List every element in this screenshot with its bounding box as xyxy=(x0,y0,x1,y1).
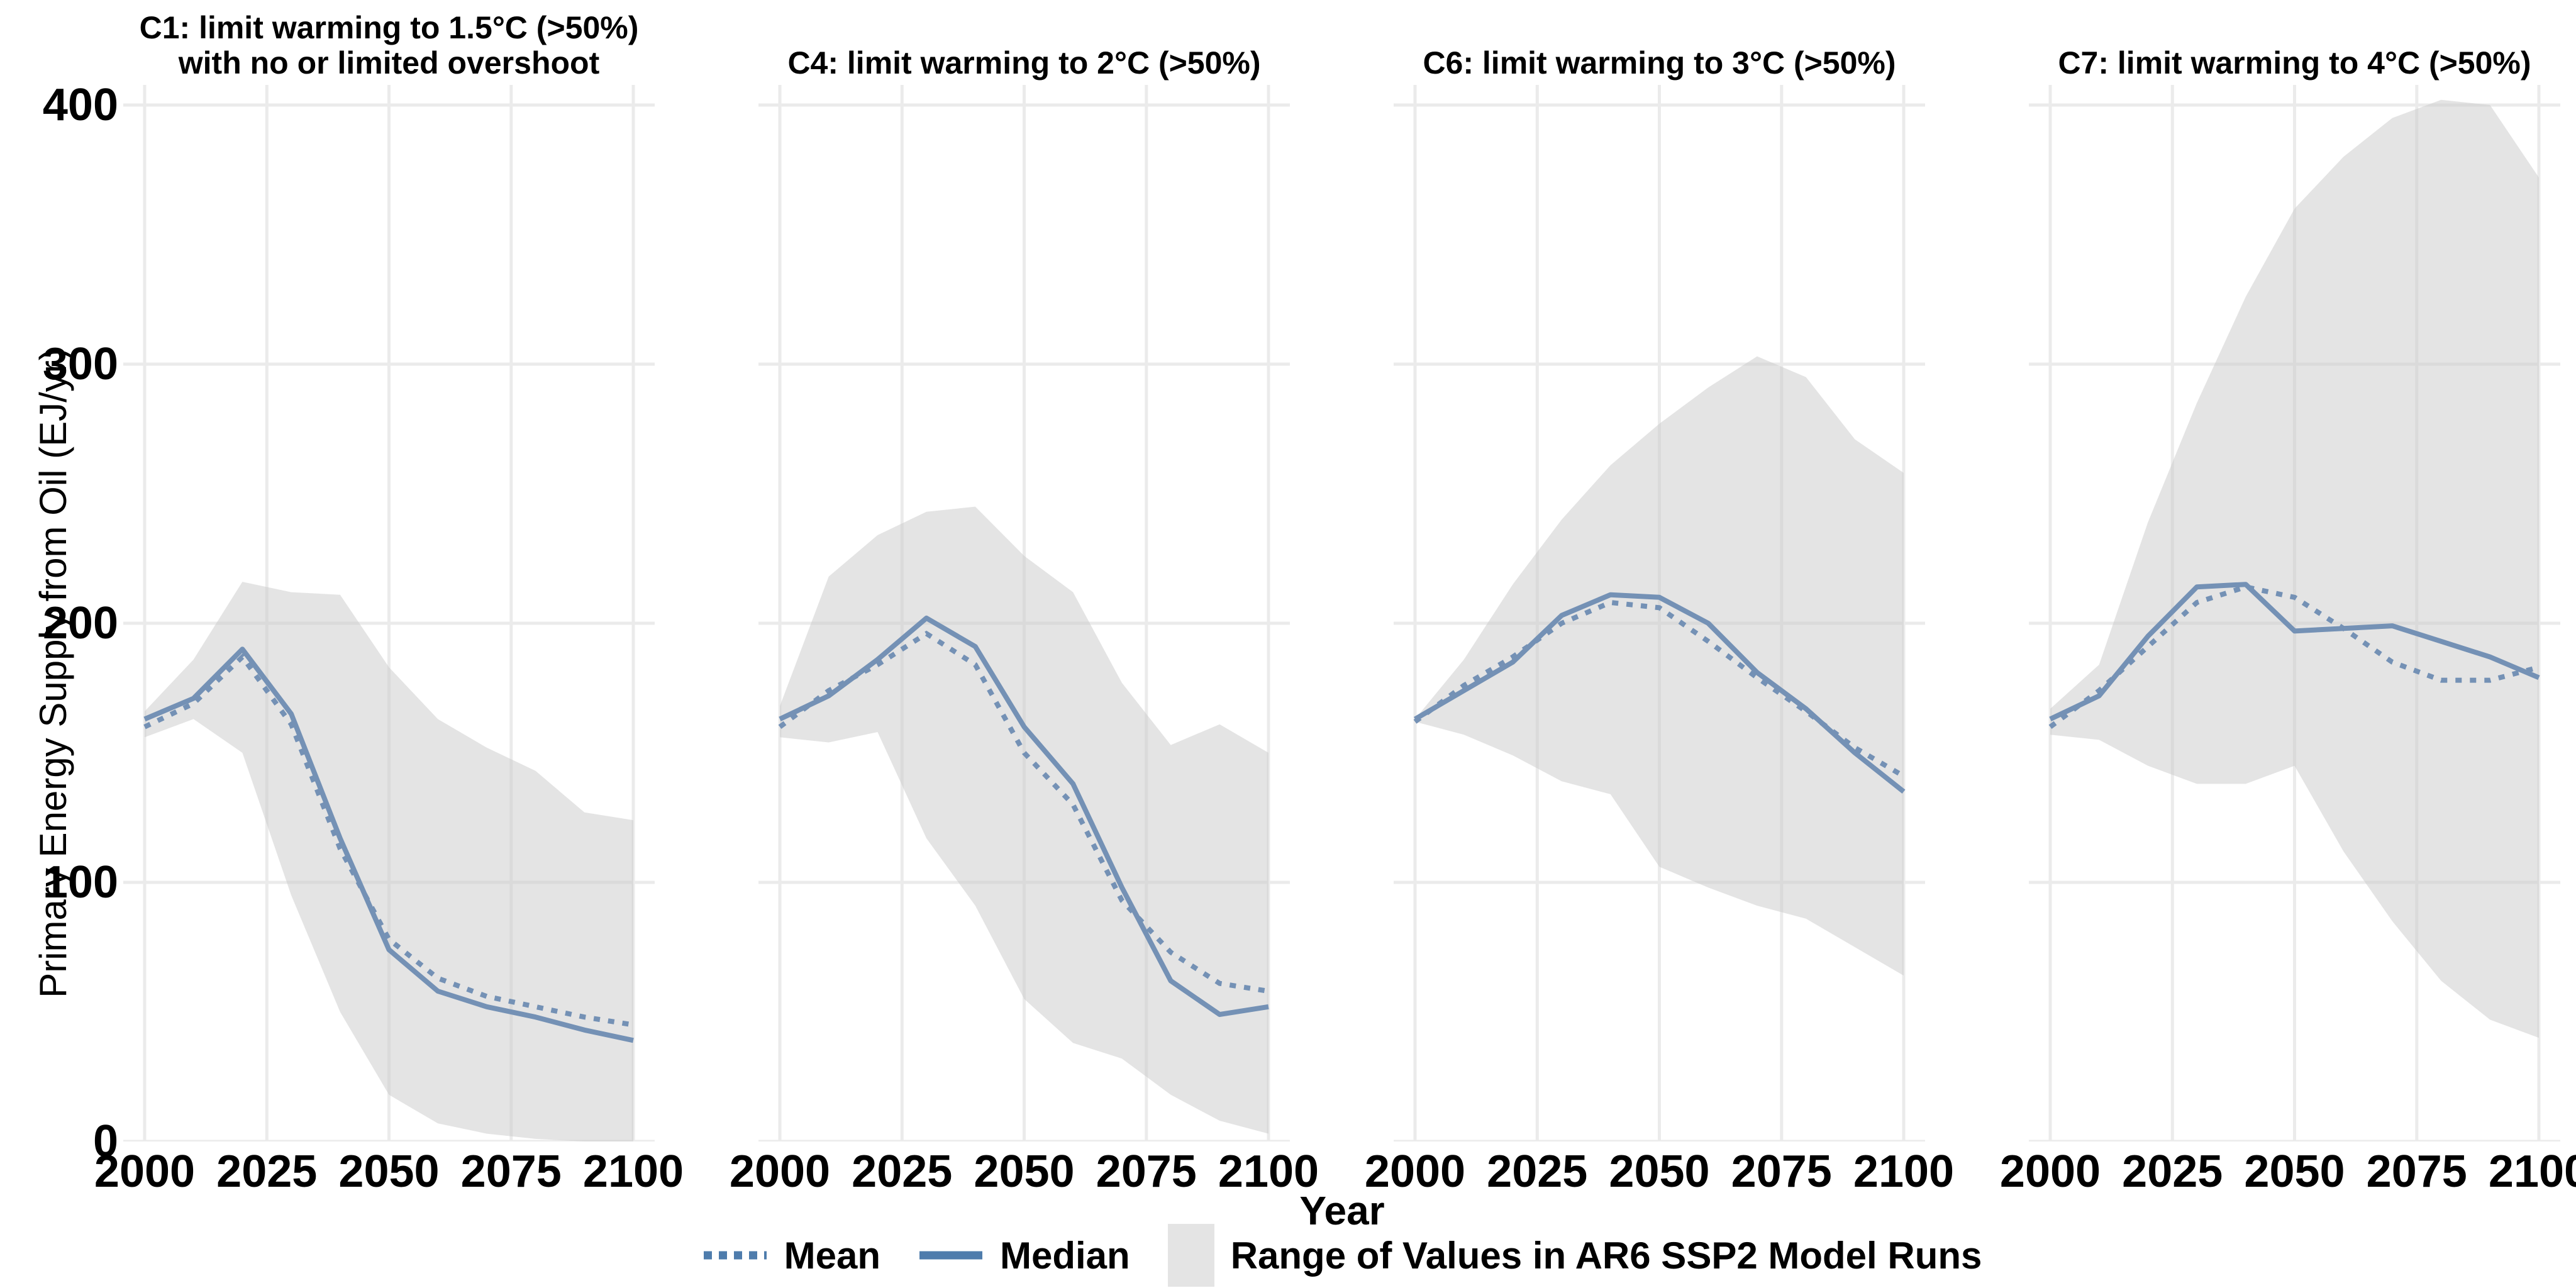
x-tick-label: 2050 xyxy=(1609,1146,1710,1197)
x-tick-label: 2025 xyxy=(2122,1146,2223,1197)
y-tick-label: 200 xyxy=(42,598,118,648)
panel-title: C4: limit warming to 2°C (>50%) xyxy=(787,45,1261,80)
x-tick-labels: 2000 2025 2050 2075 2100 xyxy=(730,1146,1319,1199)
x-axis-title: Year xyxy=(1299,1188,1385,1233)
solid-line-icon xyxy=(919,1251,982,1260)
median-line xyxy=(779,615,1269,1018)
x-tick-label: 2075 xyxy=(2366,1146,2467,1197)
panel-title: C6: limit warming to 3°C (>50%) xyxy=(1423,45,1896,80)
plot-area xyxy=(758,85,1290,1141)
x-tick-labels: 2000 2025 2050 2075 2100 xyxy=(94,1146,684,1199)
panel-title: C1: limit warming to 1.5°C (>50%) with n… xyxy=(139,10,639,80)
x-tick-label: 2100 xyxy=(582,1146,684,1197)
y-tick-label: 300 xyxy=(42,339,118,389)
legend-label-median: Median xyxy=(999,1234,1130,1277)
x-tick-labels: 2000 2025 2050 2075 2100 xyxy=(1365,1146,1954,1199)
x-tick-label: 2100 xyxy=(2488,1146,2576,1197)
x-tick-label: 2075 xyxy=(1096,1146,1197,1197)
legend-label-range: Range of Values in AR6 SSP2 Model Runs xyxy=(1230,1234,1982,1277)
y-tick-label: 0 xyxy=(92,1116,118,1167)
range-band-swatch-icon xyxy=(1167,1224,1214,1287)
legend-label-mean: Mean xyxy=(784,1234,880,1277)
plot-area xyxy=(2029,85,2560,1141)
legend-item-mean: Mean xyxy=(702,1234,880,1277)
mean-line xyxy=(143,653,634,1028)
legend-item-median: Median xyxy=(918,1234,1130,1277)
dotted-line-icon xyxy=(703,1251,767,1260)
x-tick-label: 2025 xyxy=(1487,1146,1588,1197)
plot-area xyxy=(123,85,655,1141)
median-line xyxy=(1413,592,1906,794)
panel-c1: C1: limit warming to 1.5°C (>50%) with n… xyxy=(94,0,684,1208)
panel-c6: C6: limit warming to 3°C (>50%) 2000 2025… xyxy=(1365,0,1954,1208)
y-tick-label: 400 xyxy=(42,80,118,130)
panel-title: C7: limit warming to 4°C (>50%) xyxy=(2058,45,2531,80)
x-tick-label: 2075 xyxy=(460,1146,562,1197)
y-tick-label: 100 xyxy=(42,857,118,908)
x-tick-label: 2025 xyxy=(852,1146,953,1197)
x-tick-label: 2075 xyxy=(1731,1146,1832,1197)
median-line xyxy=(2049,582,2540,722)
x-tick-label: 2025 xyxy=(216,1146,318,1197)
legend: Mean Median Range of Values in AR6 SSP2 … xyxy=(0,1223,2576,1288)
x-tick-label: 2000 xyxy=(1364,1146,1466,1197)
plot-area xyxy=(1394,85,1925,1141)
y-axis-title: Primary Energy Supply from Oil (EJ/yr) xyxy=(32,348,74,998)
panel-c7: C7: limit warming to 4°C (>50%) 2000 2025… xyxy=(2000,0,2576,1208)
legend-item-range: Range of Values in AR6 SSP2 Model Runs xyxy=(1167,1224,1982,1287)
panel-c4: C4: limit warming to 2°C (>50%) 2000 2025… xyxy=(730,0,1319,1208)
median-line xyxy=(143,647,634,1043)
x-tick-label: 2000 xyxy=(1999,1146,2101,1197)
x-tick-label: 2000 xyxy=(94,1146,196,1197)
range-band xyxy=(780,506,1269,1134)
x-tick-label: 2050 xyxy=(974,1146,1075,1197)
x-tick-label: 2050 xyxy=(2244,1146,2345,1197)
x-tick-label: 2100 xyxy=(1218,1146,1319,1197)
x-tick-label: 2050 xyxy=(338,1146,440,1197)
mean-line xyxy=(778,630,1269,994)
mean-line xyxy=(2048,584,2540,730)
range-band xyxy=(2050,99,2539,1038)
x-tick-label: 2000 xyxy=(729,1146,831,1197)
range-band xyxy=(1415,356,1904,976)
x-tick-label: 2100 xyxy=(1853,1146,1955,1197)
x-tick-labels: 2000 2025 2050 2075 2100 xyxy=(2000,1146,2576,1199)
